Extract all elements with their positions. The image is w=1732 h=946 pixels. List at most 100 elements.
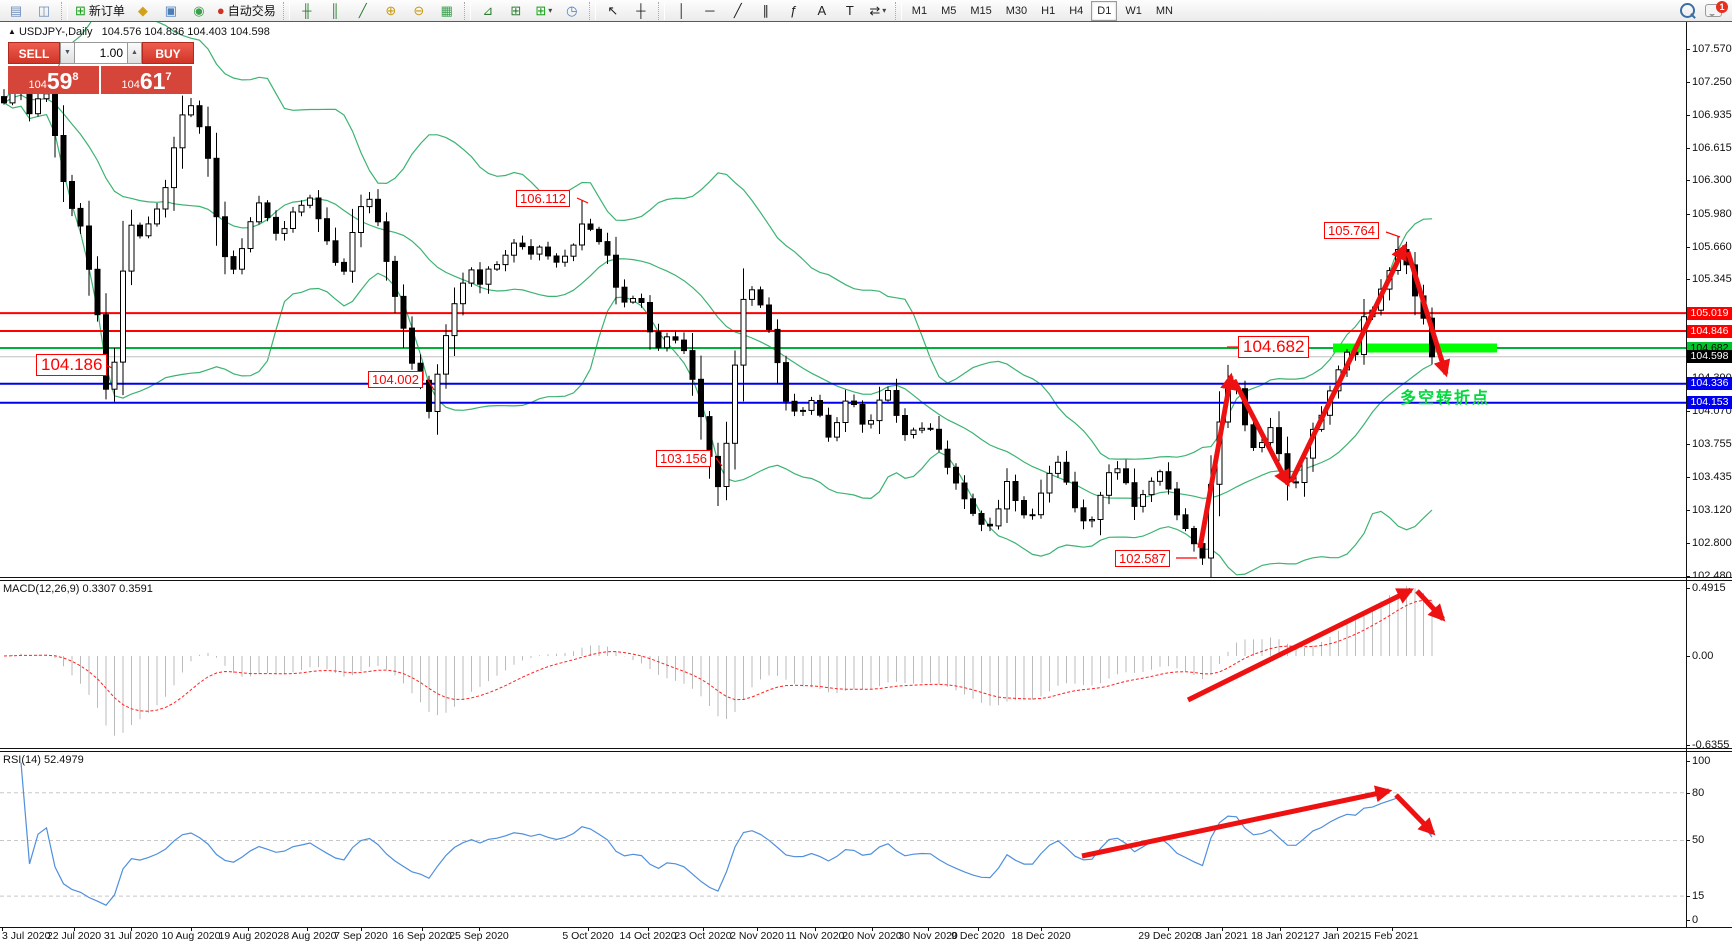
volume-input[interactable] bbox=[75, 42, 127, 64]
text-label-icon[interactable]: T bbox=[837, 0, 863, 22]
channel-icon[interactable]: ∥ bbox=[753, 0, 779, 22]
vertical-line-icon[interactable]: │ bbox=[669, 0, 695, 22]
price-chart-pane[interactable] bbox=[0, 22, 1686, 577]
autotrading-button[interactable]: ● 自动交易 bbox=[214, 0, 279, 22]
search-icon[interactable] bbox=[1680, 3, 1695, 18]
price-axis-border bbox=[1686, 22, 1687, 927]
sell-button[interactable]: SELL bbox=[8, 42, 60, 64]
buy-price-quote[interactable]: 104 61 7 bbox=[101, 66, 192, 94]
gold-icon[interactable]: ◆ bbox=[130, 0, 156, 22]
clock-icon[interactable]: ◷ bbox=[559, 0, 585, 22]
date-tick-mark bbox=[928, 927, 929, 931]
trend-arrow[interactable] bbox=[1197, 372, 1237, 549]
price-annotation-103.156[interactable]: 103.156 bbox=[656, 450, 711, 467]
crosshair-icon[interactable]: ┼ bbox=[628, 0, 654, 22]
arrows-icon[interactable]: ⇄ ▾ bbox=[865, 0, 891, 22]
rsi-pane-separator[interactable] bbox=[0, 748, 1732, 752]
ohlc-values: 104.576 104.836 104.403 104.598 bbox=[101, 26, 270, 38]
rsi-tick-mark bbox=[1686, 840, 1690, 841]
macd-pane[interactable] bbox=[0, 581, 1686, 749]
terminal-icon[interactable]: ▣ bbox=[158, 0, 184, 22]
fibonacci-icon[interactable]: ƒ bbox=[781, 0, 807, 22]
price-annotation-104.002[interactable]: 104.002 bbox=[368, 371, 423, 388]
price-annotation-102.587[interactable]: 102.587 bbox=[1115, 550, 1170, 567]
timeframe-mn-button[interactable]: MN bbox=[1155, 4, 1173, 17]
support-zone-bar[interactable] bbox=[1333, 343, 1497, 353]
price-tick-mark bbox=[1686, 411, 1690, 412]
macd-trend-arrow[interactable] bbox=[1186, 587, 1415, 703]
trend-arrow[interactable] bbox=[1405, 251, 1451, 378]
price-tick-mark bbox=[1686, 510, 1690, 511]
arrows-icon-glyph: ⇄ bbox=[869, 2, 881, 18]
trendline-icon-glyph: ╱ bbox=[733, 2, 742, 18]
price-annotation-104.682[interactable]: 104.682 bbox=[1238, 336, 1310, 358]
buy-button[interactable]: BUY bbox=[142, 42, 194, 64]
timeframe-m5-button[interactable]: M5 bbox=[941, 4, 957, 17]
date-tick-mark bbox=[248, 927, 249, 931]
rsi-trend-arrow[interactable] bbox=[1394, 793, 1436, 836]
price-tick-mark bbox=[1686, 49, 1690, 50]
price-annotation-105.764[interactable]: 105.764 bbox=[1324, 222, 1379, 239]
candle-chart-type-icon[interactable]: ║ bbox=[322, 0, 348, 22]
new-order-button-label: 新订单 bbox=[88, 3, 125, 18]
toolbar-separator bbox=[282, 1, 290, 20]
add-indicator-icon[interactable]: ⊞ ▾ bbox=[531, 0, 557, 22]
text-icon[interactable]: A bbox=[809, 0, 835, 22]
date-tick-mark bbox=[307, 927, 308, 931]
trendline-icon[interactable]: ╱ bbox=[725, 0, 751, 22]
date-tick-mark bbox=[872, 927, 873, 931]
line-chart-type-icon[interactable]: ╱ bbox=[350, 0, 376, 22]
toolbar-separator bbox=[463, 1, 471, 20]
tile-windows-icon[interactable]: ▦ bbox=[434, 0, 460, 22]
date-tick-label: 31 Jul 2020 bbox=[103, 930, 159, 942]
autotrading-button-label: 自动交易 bbox=[227, 3, 276, 18]
crosshair-icon-glyph: ┼ bbox=[636, 2, 646, 18]
chart-title: ▲ USDJPY-,Daily 104.576 104.836 104.403 … bbox=[8, 26, 270, 38]
timeframe-m15-button[interactable]: M15 bbox=[970, 4, 992, 17]
buy-price-big: 61 bbox=[139, 68, 166, 94]
sell-price-quote[interactable]: 104 59 8 bbox=[8, 66, 99, 94]
rsi-tick-mark bbox=[1686, 793, 1690, 794]
timeframe-m1-button[interactable]: M1 bbox=[911, 4, 928, 17]
trend-arrow[interactable] bbox=[1288, 242, 1408, 484]
price-tick-label: 103.435 bbox=[1692, 471, 1732, 483]
trend-arrow[interactable] bbox=[1231, 378, 1291, 488]
macd-trend-arrow[interactable] bbox=[1415, 589, 1446, 622]
buy-price-pip: 7 bbox=[165, 71, 172, 83]
profiles-icon[interactable]: ⊞ bbox=[503, 0, 529, 22]
arrows-icon-dropdown-caret[interactable]: ▾ bbox=[882, 5, 887, 15]
annotation-connector bbox=[576, 197, 589, 204]
zoom-out-icon[interactable]: ⊖ bbox=[406, 0, 432, 22]
timeframe-d1-button[interactable]: D1 bbox=[1091, 0, 1118, 21]
rsi-tick-mark bbox=[1686, 761, 1690, 762]
price-tick-mark bbox=[1686, 180, 1690, 181]
terminal-icon-glyph: ▣ bbox=[164, 2, 178, 18]
volume-increase-button[interactable]: ▲ bbox=[127, 42, 142, 64]
timeframe-w1-button[interactable]: W1 bbox=[1125, 4, 1142, 17]
rsi-pane[interactable] bbox=[0, 752, 1686, 927]
price-tick-mark bbox=[1686, 279, 1690, 280]
data-window-icon-glyph: ◫ bbox=[37, 2, 51, 18]
channel-icon-glyph: ∥ bbox=[762, 2, 770, 18]
horizontal-line-icon[interactable]: ─ bbox=[697, 0, 723, 22]
rsi-line bbox=[20, 762, 1433, 906]
zoom-in-icon[interactable]: ⊕ bbox=[378, 0, 404, 22]
cursor-icon[interactable]: ↖ bbox=[600, 0, 626, 22]
timeframe-h1-button[interactable]: H1 bbox=[1041, 4, 1056, 17]
timeframe-m30-button[interactable]: M30 bbox=[1005, 4, 1028, 17]
timeframe-h4-button[interactable]: H4 bbox=[1069, 4, 1084, 17]
signal-icon[interactable]: ◉ bbox=[186, 0, 212, 22]
notifications-icon[interactable]: 1 bbox=[1705, 1, 1728, 17]
price-annotation-104.186[interactable]: 104.186 bbox=[36, 354, 108, 376]
chart-window-icon[interactable]: ▤ bbox=[3, 0, 29, 22]
new-chart-icon[interactable]: ⊿ bbox=[475, 0, 501, 22]
rsi-trend-arrow[interactable] bbox=[1081, 785, 1393, 859]
data-window-icon[interactable]: ◫ bbox=[31, 0, 57, 22]
price-annotation-106.112[interactable]: 106.112 bbox=[516, 190, 571, 207]
add-indicator-icon-dropdown-caret[interactable]: ▾ bbox=[548, 5, 553, 15]
bar-chart-type-icon[interactable]: ╫ bbox=[294, 0, 320, 22]
macd-pane-separator[interactable] bbox=[0, 577, 1732, 581]
date-tick-label: 27 Jan 2021 bbox=[1308, 930, 1366, 942]
volume-decrease-button[interactable]: ▼ bbox=[60, 42, 75, 64]
new-order-button[interactable]: ⊞ 新订单 bbox=[72, 0, 128, 22]
